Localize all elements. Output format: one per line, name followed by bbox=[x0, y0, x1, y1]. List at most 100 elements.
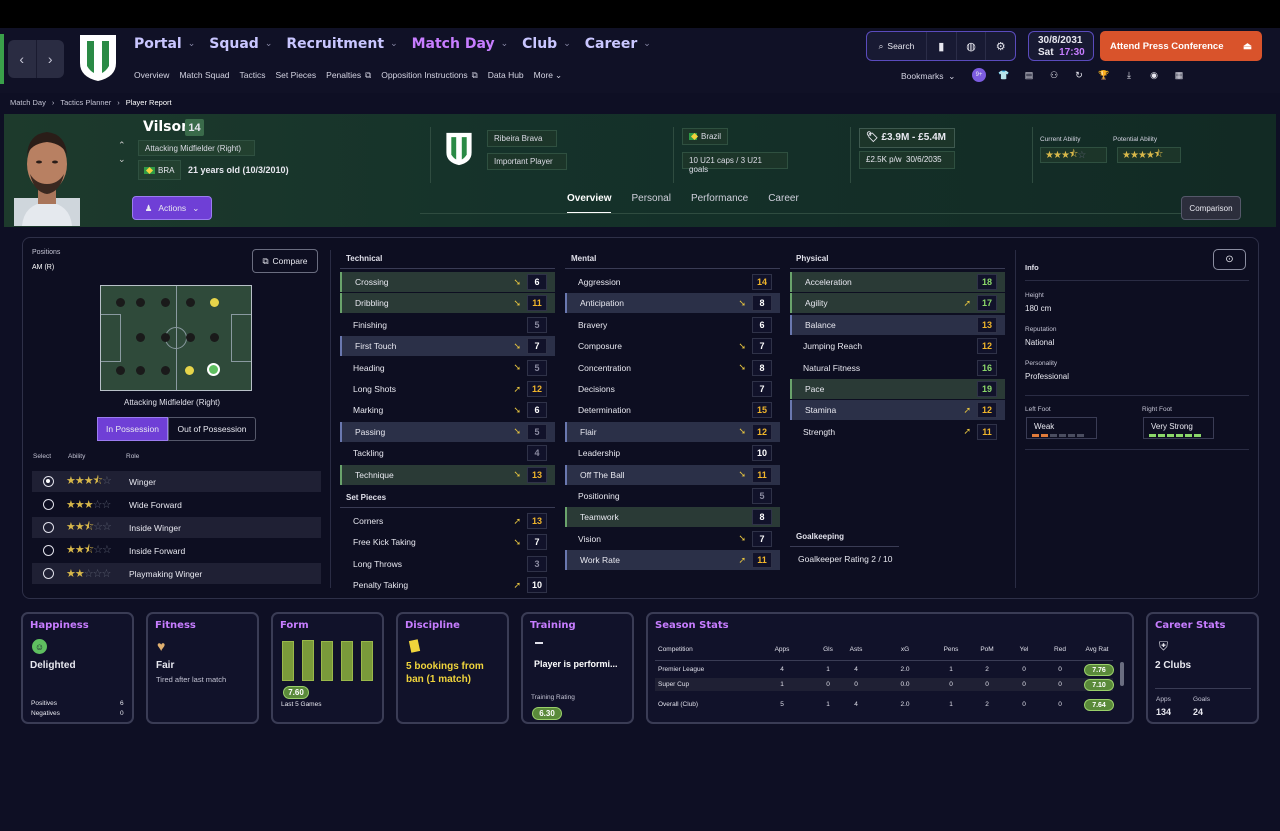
attribute-row[interactable]: Vision ➘ 7 bbox=[565, 529, 780, 549]
attribute-row[interactable]: Natural Fitness 16 bbox=[790, 358, 1005, 378]
submenu-match-squad[interactable]: Match Squad bbox=[179, 70, 230, 80]
submenu-tactics[interactable]: Tactics bbox=[239, 70, 266, 80]
search-button[interactable]: ⌕ Search bbox=[867, 32, 927, 60]
focus-icon[interactable]: ⊙ bbox=[1213, 249, 1246, 270]
bookmark-icon[interactable]: ▮ bbox=[927, 32, 957, 60]
attribute-row[interactable]: Balance 13 bbox=[790, 314, 1005, 335]
attribute-row[interactable]: Long Throws 3 bbox=[340, 554, 555, 574]
role-radio[interactable] bbox=[43, 522, 54, 533]
training-card[interactable]: Training Player is performi... Training … bbox=[521, 612, 634, 724]
tab-overview[interactable]: Overview bbox=[567, 193, 612, 214]
previous-player-icon[interactable]: ⌃ bbox=[118, 140, 126, 150]
submenu-set-pieces[interactable]: Set Pieces bbox=[275, 70, 317, 80]
attribute-row[interactable]: Heading ➘ 5 bbox=[340, 358, 555, 378]
discipline-card[interactable]: Discipline 5 bookings from ban (1 match) bbox=[396, 612, 509, 724]
role-row[interactable]: ★★⯪☆☆ Inside Winger bbox=[32, 517, 321, 538]
attribute-row[interactable]: Technique ➘ 13 bbox=[340, 464, 555, 485]
role-row[interactable]: ★★★⯪☆ Winger bbox=[32, 471, 321, 492]
menu-match-day[interactable]: Match Day ⌄ bbox=[412, 36, 509, 52]
attribute-row[interactable]: Crossing ➘ 6 bbox=[340, 272, 555, 292]
attribute-row[interactable]: Marking ➘ 6 bbox=[340, 400, 555, 420]
attribute-row[interactable]: Passing ➘ 5 bbox=[340, 421, 555, 442]
role-row[interactable]: ★★☆☆☆ Playmaking Winger bbox=[32, 563, 321, 584]
download-icon[interactable]: ⤓ bbox=[1127, 69, 1131, 80]
attribute-row[interactable]: Penalty Taking ➚ 10 bbox=[340, 575, 555, 595]
forward-arrow-icon[interactable]: › bbox=[47, 51, 53, 67]
season-stats-card[interactable]: Season Stats bbox=[646, 612, 1134, 724]
out-of-possession-toggle[interactable]: Out of Possession bbox=[168, 417, 256, 441]
season-row[interactable] bbox=[655, 678, 1113, 691]
tab-performance[interactable]: Performance bbox=[690, 193, 749, 204]
menu-squad[interactable]: Squad ⌄ bbox=[209, 36, 272, 52]
submenu-penalties[interactable]: Penalties bbox=[326, 70, 362, 80]
ball-icon[interactable]: ◉ bbox=[1150, 69, 1158, 80]
menu-career[interactable]: Career ⌄ bbox=[585, 36, 651, 52]
attribute-row[interactable]: Agility ➚ 17 bbox=[790, 293, 1005, 314]
attribute-row[interactable]: Jumping Reach 12 bbox=[790, 336, 1005, 356]
attribute-row[interactable]: Bravery 6 bbox=[565, 315, 780, 335]
attribute-row[interactable]: Finishing 5 bbox=[340, 315, 555, 335]
attribute-row[interactable]: Off The Ball ➘ 11 bbox=[565, 464, 780, 485]
attribute-row[interactable]: Aggression 14 bbox=[565, 272, 780, 292]
role-row[interactable]: ★★⯪☆☆ Inside Forward bbox=[32, 540, 321, 561]
role-radio[interactable] bbox=[43, 568, 54, 579]
player-club-crest-icon[interactable] bbox=[445, 130, 473, 168]
next-player-icon[interactable]: ⌄ bbox=[118, 154, 126, 164]
fitness-card[interactable]: Fitness ♥ Fair Tired after last match bbox=[146, 612, 259, 724]
report-icon[interactable]: ▤ bbox=[1024, 69, 1034, 80]
attribute-row[interactable]: Anticipation ➘ 8 bbox=[565, 293, 780, 314]
trophy-icon[interactable]: 🏆 bbox=[1098, 69, 1110, 80]
gear-icon[interactable]: ⚙ bbox=[995, 40, 1006, 53]
submenu-opposition-instructions[interactable]: Opposition Instructions bbox=[381, 70, 468, 80]
scrollbar[interactable] bbox=[1120, 662, 1124, 686]
comparison-button[interactable]: Comparison bbox=[1181, 196, 1241, 220]
attribute-row[interactable]: Long Shots ➚ 12 bbox=[340, 379, 555, 399]
attribute-row[interactable]: Leadership 10 bbox=[565, 443, 780, 463]
role-row[interactable]: ★★★☆☆ Wide Forward bbox=[32, 494, 321, 515]
attribute-row[interactable]: Composure ➘ 7 bbox=[565, 336, 780, 356]
in-possession-toggle[interactable]: In Possession bbox=[97, 417, 168, 441]
attribute-row[interactable]: Flair ➘ 12 bbox=[565, 421, 780, 442]
career-stats-card[interactable]: Career Stats ⛨ 2 Clubs Apps Goals 134 24 bbox=[1146, 612, 1259, 724]
calendar-icon[interactable]: ▦ bbox=[1174, 69, 1184, 80]
breadcrumb-match-day[interactable]: Match Day bbox=[10, 98, 46, 107]
role-radio[interactable] bbox=[43, 476, 54, 487]
attribute-row[interactable]: First Touch ➘ 7 bbox=[340, 336, 555, 357]
tab-personal[interactable]: Personal bbox=[631, 193, 671, 204]
attribute-row[interactable]: Concentration ➘ 8 bbox=[565, 358, 780, 378]
menu-portal[interactable]: Portal ⌄ bbox=[134, 36, 195, 52]
breadcrumb-tactics-planner[interactable]: Tactics Planner bbox=[60, 98, 112, 107]
people-icon[interactable]: ⚇ bbox=[1049, 69, 1059, 80]
brain-icon[interactable]: ◍ bbox=[957, 32, 987, 60]
compare-button[interactable]: ⧉ Compare bbox=[252, 249, 318, 273]
refresh-icon[interactable]: ↻ bbox=[1075, 69, 1083, 80]
attribute-row[interactable]: Strength ➚ 11 bbox=[790, 422, 1005, 442]
attribute-row[interactable]: Teamwork 8 bbox=[565, 507, 780, 528]
shirt-icon[interactable]: 👕 bbox=[998, 69, 1010, 80]
menu-recruitment[interactable]: Recruitment ⌄ bbox=[286, 36, 397, 52]
menu-club[interactable]: Club ⌄ bbox=[522, 36, 571, 52]
attribute-row[interactable]: Work Rate ➚ 11 bbox=[565, 550, 780, 571]
attribute-row[interactable]: Corners ➚ 13 bbox=[340, 511, 555, 531]
role-radio[interactable] bbox=[43, 499, 54, 510]
submenu-overview[interactable]: Overview bbox=[134, 70, 170, 80]
attribute-row[interactable]: Determination 15 bbox=[565, 400, 780, 420]
actions-button[interactable]: ♟ Actions ⌄ bbox=[132, 196, 212, 220]
nationality[interactable]: Brazil bbox=[682, 128, 728, 145]
attribute-row[interactable]: Acceleration 18 bbox=[790, 272, 1005, 292]
player-club[interactable]: Ribeira Brava bbox=[487, 130, 557, 147]
attribute-row[interactable]: Decisions 7 bbox=[565, 379, 780, 399]
attribute-row[interactable]: Positioning 5 bbox=[565, 486, 780, 506]
happiness-card[interactable]: Happiness ☺ Delighted Positives 6 Negati… bbox=[21, 612, 134, 724]
bookmarks-dropdown[interactable]: Bookmarks ⌄ bbox=[901, 71, 956, 81]
back-arrow-icon[interactable]: ‹ bbox=[8, 40, 37, 78]
attribute-row[interactable]: Free Kick Taking ➘ 7 bbox=[340, 532, 555, 552]
club-crest-icon[interactable] bbox=[78, 33, 118, 83]
attribute-row[interactable]: Tackling 4 bbox=[340, 443, 555, 463]
game-date[interactable]: 30/8/2031 Sat 17:30 bbox=[1028, 31, 1094, 61]
attribute-row[interactable]: Stamina ➚ 12 bbox=[790, 400, 1005, 421]
submenu-data-hub[interactable]: Data Hub bbox=[487, 70, 524, 80]
role-radio[interactable] bbox=[43, 545, 54, 556]
tab-career[interactable]: Career bbox=[768, 193, 799, 204]
attribute-row[interactable]: Dribbling ➘ 11 bbox=[340, 293, 555, 314]
